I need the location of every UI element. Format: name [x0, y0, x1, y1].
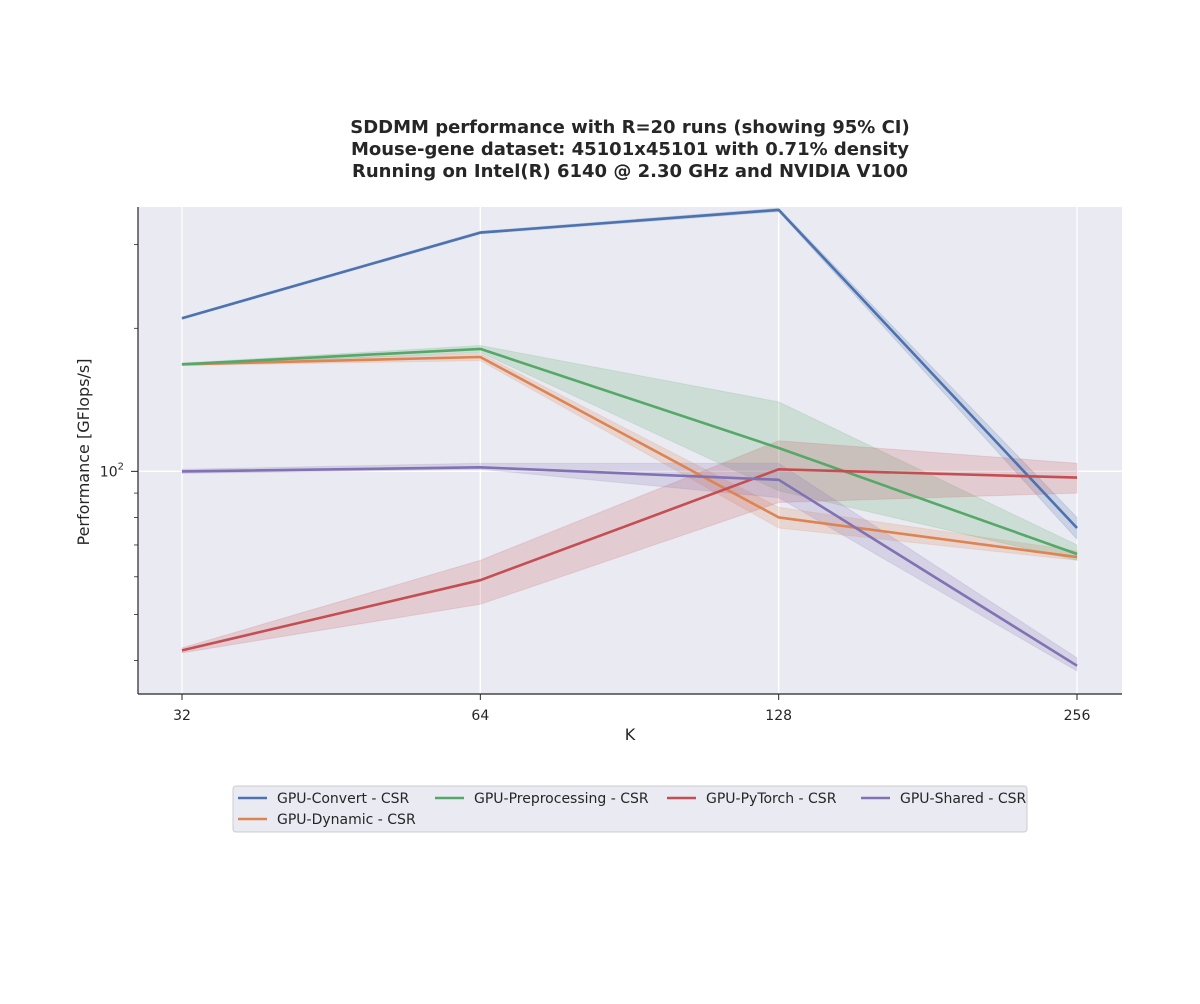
x-tick-label: 64	[471, 708, 489, 724]
chart-subtitle-dataset: Mouse-gene dataset: 45101x45101 with 0.7…	[351, 139, 909, 160]
chart-title: SDDMM performance with R=20 runs (showin…	[350, 117, 909, 138]
x-tick-label: 32	[173, 708, 191, 724]
series-line-4	[181, 465, 1078, 667]
chart-title-group: SDDMM performance with R=20 runs (showin…	[350, 117, 909, 182]
legend-label-0: GPU-Convert - CSR	[277, 791, 410, 807]
axes: 32 64 128 256 102	[100, 207, 1122, 724]
grid-layer	[138, 207, 1122, 694]
ci-band-series-1	[181, 352, 1078, 561]
legend-label-2: GPU-Preprocessing - CSR	[474, 791, 649, 807]
legend-label-1: GPU-Dynamic - CSR	[277, 812, 416, 828]
legend-label-4: GPU-Shared - CSR	[900, 791, 1026, 807]
ci-band-series-3	[181, 440, 1078, 654]
y-tick-label: 102	[100, 461, 124, 480]
legend: GPU-Convert - CSR GPU-Dynamic - CSR GPU-Pr…	[232, 785, 1028, 833]
series-lines	[181, 208, 1078, 667]
y-axis-label: Performance [GFlops/s]	[74, 358, 93, 545]
legend-label-3: GPU-PyTorch - CSR	[706, 791, 837, 807]
series-line-1	[181, 355, 1078, 559]
x-tick-label: 128	[765, 708, 792, 724]
x-axis-label: K	[625, 725, 636, 744]
x-tick-label: 256	[1064, 708, 1091, 724]
plot-area	[138, 207, 1122, 694]
ci-band-series-4	[181, 462, 1078, 672]
chart-subtitle-hardware: Running on Intel(R) 6140 @ 2.30 GHz and …	[352, 161, 908, 182]
series-line-2	[181, 347, 1078, 556]
series-line-3	[181, 467, 1078, 652]
series-line-0	[181, 208, 1078, 529]
legend-box	[232, 785, 1028, 833]
